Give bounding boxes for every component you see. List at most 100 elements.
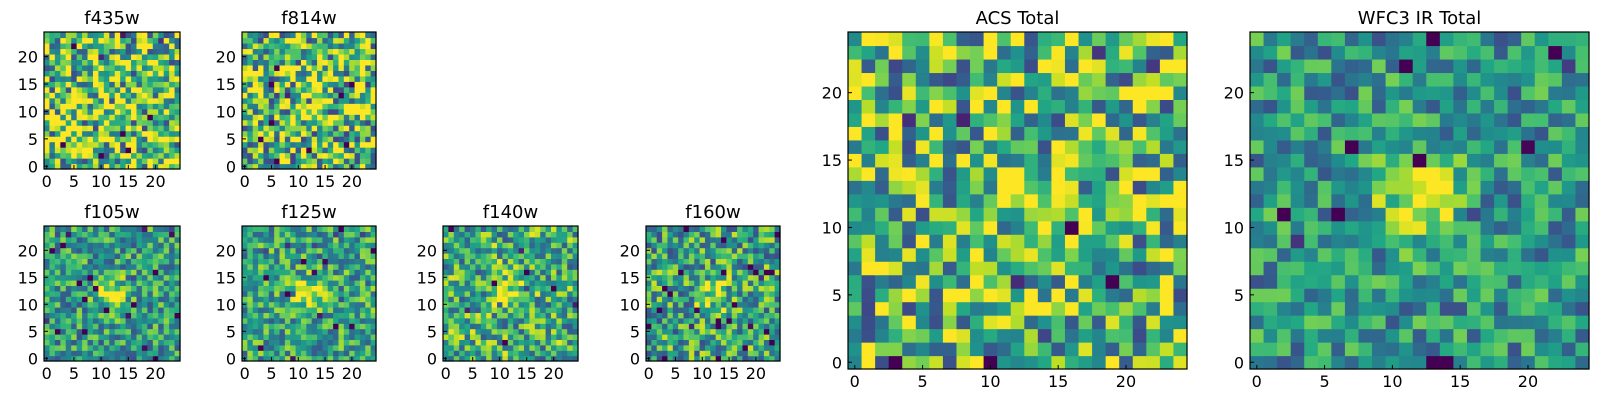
heatmap-cell [1534, 301, 1549, 316]
heatmap-cell [694, 253, 701, 259]
heatmap-cell [486, 247, 493, 254]
heatmap-cell [1064, 274, 1080, 289]
heatmap-cell [529, 242, 536, 249]
heatmap-cell [169, 334, 176, 340]
heatmap-cell [1173, 261, 1188, 276]
heatmap-cell [268, 301, 275, 308]
heatmap-cell [147, 64, 154, 71]
heatmap-cell [136, 81, 143, 88]
heatmap-cell [1119, 139, 1134, 154]
heatmap-cell [524, 242, 530, 249]
y-tick-label: 0 [28, 157, 38, 176]
heatmap-cell [370, 269, 377, 276]
heatmap-cell [561, 339, 568, 346]
heatmap-cell [300, 236, 307, 243]
heatmap-cell [902, 126, 917, 141]
heatmap-cell [54, 350, 61, 357]
heatmap-cell [572, 350, 579, 357]
heatmap-cell [710, 280, 717, 286]
heatmap-cell [263, 328, 270, 335]
heatmap-cell [551, 258, 557, 265]
heatmap-cell [551, 242, 557, 249]
heatmap-cell [274, 236, 281, 243]
heatmap-cell [131, 317, 138, 324]
heatmap-cell [114, 48, 121, 55]
heatmap-cell [672, 258, 679, 265]
heatmap-cell [551, 296, 557, 303]
heatmap-cell [136, 307, 143, 313]
heatmap-cell [1078, 45, 1093, 60]
heatmap-cell [753, 328, 760, 335]
heatmap-cell [333, 242, 340, 249]
heatmap-cell [343, 158, 350, 165]
heatmap-cell [699, 274, 706, 281]
heatmap-cell [268, 125, 275, 132]
heatmap-cell [295, 42, 302, 50]
heatmap-cell [109, 92, 116, 99]
heatmap-cell [263, 339, 270, 346]
heatmap-cell [497, 301, 503, 308]
heatmap-cell [359, 226, 366, 232]
heatmap-cell [1453, 342, 1468, 357]
heatmap-cell [1010, 220, 1025, 235]
heatmap-cell [656, 258, 663, 265]
heatmap-cell [518, 334, 525, 340]
heatmap-cell [322, 312, 329, 319]
heatmap-cell [343, 226, 350, 232]
heatmap-cell [888, 193, 903, 208]
heatmap-cell [242, 103, 248, 110]
heatmap-cell [902, 355, 917, 370]
heatmap-cell [141, 37, 148, 44]
heatmap-cell [290, 323, 297, 330]
heatmap-cell [359, 37, 366, 44]
heatmap-cell [263, 247, 270, 254]
heatmap-cell [956, 301, 971, 316]
heatmap-cell [486, 280, 493, 286]
heatmap-cell [359, 42, 366, 50]
heatmap-cell [1146, 58, 1161, 74]
heatmap-cell [694, 242, 701, 249]
heatmap-cell [534, 328, 541, 335]
heatmap-cell [268, 269, 275, 276]
heatmap-cell [699, 334, 706, 340]
heatmap-cell [327, 163, 334, 170]
heatmap-cell [1358, 274, 1373, 289]
heatmap-cell [147, 86, 154, 93]
heatmap-cell [141, 231, 148, 238]
heatmap-cell [1439, 301, 1454, 316]
heatmap-cell [470, 269, 476, 276]
heatmap-cell [970, 166, 985, 181]
heatmap-cell [322, 285, 329, 292]
heatmap-cell [343, 236, 350, 243]
heatmap-cell [1290, 207, 1305, 222]
x-tick-label: 0 [240, 364, 250, 383]
heatmap-cell [710, 226, 717, 232]
heatmap-cell [359, 274, 366, 281]
heatmap-cell [163, 296, 170, 303]
heatmap-cell [158, 344, 165, 351]
heatmap-cell [678, 242, 685, 249]
heatmap-cell [1412, 139, 1427, 154]
heatmap-cell [136, 103, 143, 110]
heatmap-cell [92, 114, 99, 121]
heatmap-cell [1426, 166, 1441, 181]
heatmap-cell [306, 226, 313, 232]
heatmap-cell [448, 242, 455, 249]
heatmap-cell [327, 231, 334, 238]
heatmap-cell [1092, 180, 1107, 195]
heatmap-cell [242, 147, 248, 154]
heatmap-cell [1277, 247, 1292, 262]
heatmap-cell [667, 355, 674, 362]
heatmap-cell [92, 317, 99, 324]
heatmap-cell [737, 296, 744, 303]
heatmap-cell [263, 141, 270, 148]
heatmap-cell [888, 234, 903, 249]
heatmap-cell [327, 280, 334, 286]
heatmap-cell [731, 253, 738, 259]
heatmap-cell [1290, 261, 1305, 276]
heatmap-cell [343, 163, 350, 170]
heatmap-cell [279, 70, 286, 77]
heatmap-cell [311, 247, 318, 254]
heatmap-cell [529, 317, 536, 324]
heatmap-cell [737, 312, 744, 319]
